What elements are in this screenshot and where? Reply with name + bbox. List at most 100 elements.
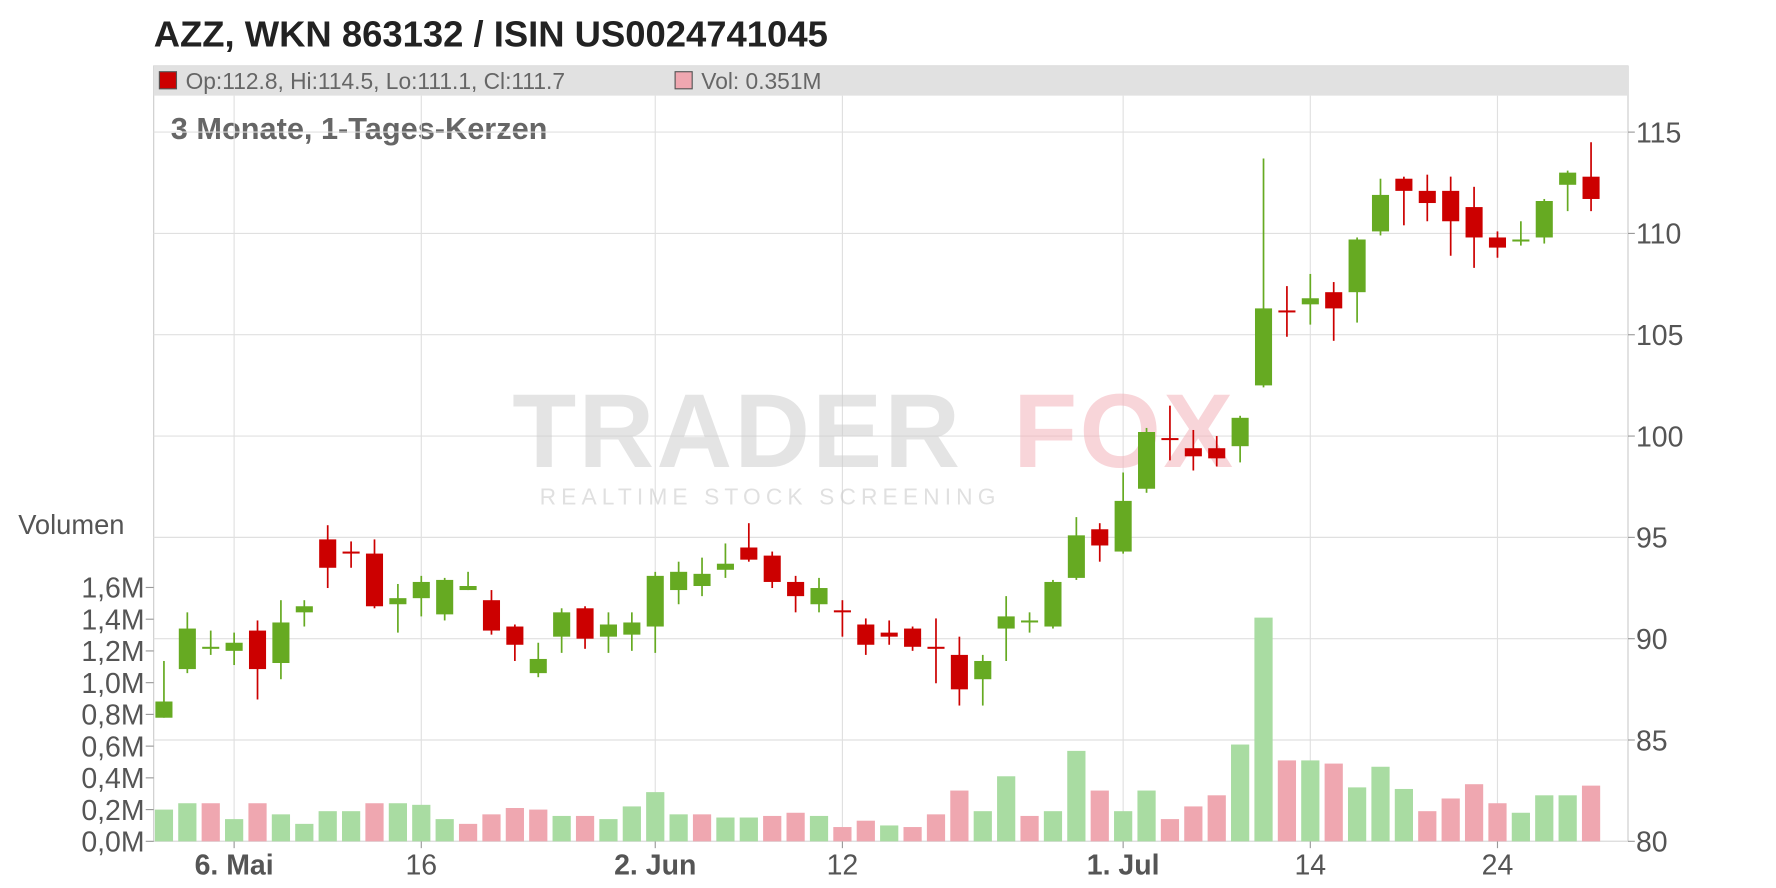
y2-tick-label: 1,6M bbox=[81, 573, 144, 605]
legend-swatch bbox=[674, 71, 693, 90]
candle-body bbox=[857, 624, 875, 645]
volume-bar bbox=[1090, 790, 1109, 842]
candle-body bbox=[1161, 438, 1179, 441]
volume-bar bbox=[154, 809, 174, 842]
candle-body bbox=[202, 646, 220, 649]
volume-bar bbox=[786, 812, 805, 842]
watermark: TRADER FOX REALTIME STOCK SCREENING bbox=[512, 373, 1235, 510]
volume-bar bbox=[973, 811, 992, 842]
candle-body bbox=[997, 616, 1015, 629]
volume-bar bbox=[1043, 811, 1063, 842]
volume-bar bbox=[1160, 819, 1180, 842]
volume-bar bbox=[1184, 806, 1203, 842]
candle-body bbox=[623, 622, 641, 635]
candle-body bbox=[389, 598, 407, 605]
y2-tick-label: 0,2M bbox=[81, 795, 144, 827]
y-tick-label: 110 bbox=[1636, 219, 1681, 251]
candle-body bbox=[295, 606, 313, 613]
legend-swatch bbox=[158, 71, 178, 90]
subtitle: 3 Monate, 1-Tages-Kerzen bbox=[171, 111, 548, 146]
volume-bar bbox=[950, 790, 969, 842]
candle-body bbox=[716, 563, 734, 570]
chart-title: AZZ, WKN 863132 / ISIN US0024741045 bbox=[154, 14, 828, 55]
y2-tick-label: 0,8M bbox=[81, 700, 144, 732]
candle-body bbox=[1488, 237, 1507, 248]
volume-bar bbox=[809, 815, 829, 842]
candle-body bbox=[880, 632, 898, 637]
candle-body bbox=[1395, 178, 1413, 191]
volume-bar bbox=[271, 814, 291, 842]
x-tick-label: 12 bbox=[827, 849, 859, 881]
volume-bar bbox=[599, 819, 618, 842]
candle-body bbox=[1208, 448, 1226, 459]
candle-body bbox=[1465, 207, 1483, 238]
volume-bar bbox=[341, 811, 361, 842]
y2-tick-label: 0,6M bbox=[81, 731, 144, 763]
y-tick-label: 85 bbox=[1636, 725, 1668, 757]
volume-bar bbox=[365, 803, 384, 842]
volume-bar bbox=[1324, 763, 1343, 842]
volume-bar bbox=[1067, 750, 1086, 842]
volume-bar bbox=[926, 814, 946, 842]
volume-bar bbox=[388, 803, 407, 842]
candle-body bbox=[1231, 417, 1249, 447]
candle-body bbox=[178, 628, 196, 670]
volume-bar bbox=[669, 814, 688, 842]
y-tick-label: 95 bbox=[1636, 523, 1668, 555]
candle-body bbox=[553, 612, 571, 637]
candle-body bbox=[763, 555, 781, 582]
candle-body bbox=[1138, 432, 1156, 489]
candle-body bbox=[459, 586, 477, 591]
volume-bar bbox=[1301, 760, 1320, 842]
legend-price: Op:112.8, Hi:114.5, Lo:111.1, Cl:111.7 bbox=[186, 68, 565, 94]
volume-bar bbox=[201, 803, 220, 842]
candle-body bbox=[506, 626, 524, 645]
candle-body bbox=[950, 654, 968, 690]
volume-bar bbox=[1231, 744, 1250, 842]
volume-bar bbox=[1581, 785, 1601, 842]
volume-bar bbox=[575, 815, 595, 842]
candle-body bbox=[342, 551, 360, 554]
candle-body bbox=[272, 622, 290, 664]
candle-body bbox=[810, 588, 828, 605]
volume-bar bbox=[716, 817, 735, 842]
volume-bar bbox=[458, 823, 478, 842]
x-tick-label: 2. Jun bbox=[614, 849, 696, 881]
y-tick-label: 100 bbox=[1636, 421, 1683, 453]
volume-bar bbox=[1511, 812, 1530, 842]
candle-body bbox=[833, 610, 851, 613]
candle-body bbox=[646, 575, 664, 627]
candle-body bbox=[436, 579, 454, 615]
x-tick-label: 1. Jul bbox=[1087, 849, 1160, 881]
candle-body bbox=[904, 628, 922, 647]
candle-body bbox=[1582, 176, 1600, 199]
volume-bar bbox=[1020, 815, 1039, 842]
candle-body bbox=[693, 573, 711, 587]
candle-body bbox=[1091, 529, 1109, 546]
candle-body bbox=[1348, 239, 1366, 293]
volume-bar bbox=[856, 820, 875, 842]
candle-body bbox=[365, 553, 384, 607]
volume-bar bbox=[1535, 795, 1554, 842]
volume-bar bbox=[646, 792, 665, 842]
watermark-subtext: REALTIME STOCK SCREENING bbox=[540, 483, 1001, 509]
candle-body bbox=[1278, 310, 1296, 313]
volume-bar bbox=[1277, 760, 1297, 842]
y2-tick-label: 1,0M bbox=[81, 668, 144, 700]
volume-bar bbox=[880, 825, 899, 842]
grid bbox=[153, 95, 1628, 842]
volume-bar bbox=[1558, 795, 1577, 842]
y2-tick-label: 0,0M bbox=[81, 827, 144, 859]
y2-axis-label: Volumen bbox=[18, 509, 124, 540]
volume-bar bbox=[692, 814, 712, 842]
candle-body bbox=[1021, 620, 1039, 623]
candle-body bbox=[248, 630, 267, 670]
y-tick-label: 90 bbox=[1636, 624, 1668, 656]
candle-body bbox=[1559, 172, 1577, 185]
volume-bar bbox=[295, 823, 314, 842]
volume-bar bbox=[178, 803, 197, 842]
candle-body bbox=[670, 571, 688, 591]
watermark-text: FOX bbox=[1013, 373, 1235, 490]
x-tick-label: 24 bbox=[1482, 849, 1514, 881]
candle-body bbox=[1325, 292, 1343, 309]
